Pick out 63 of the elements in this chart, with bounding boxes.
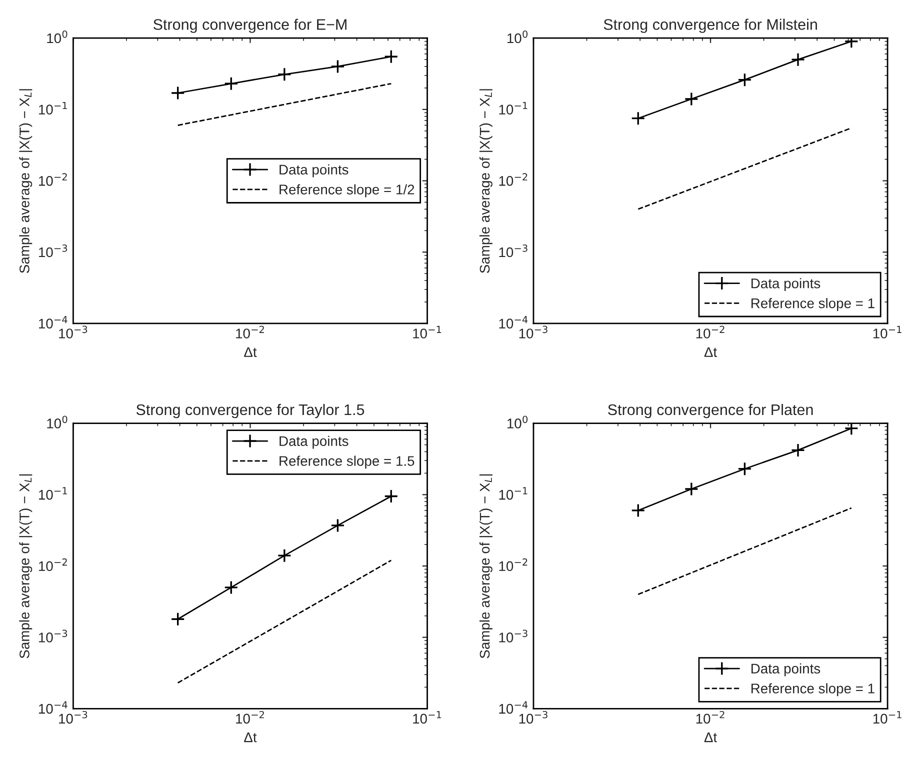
x-axis-title: Δt <box>704 732 717 742</box>
y-tick-label: 10$^{0}$ <box>507 30 528 44</box>
point <box>170 612 185 626</box>
point <box>224 76 238 91</box>
point <box>790 52 806 67</box>
point <box>384 489 398 504</box>
y-tick-label: 10$^{−2}$ <box>499 558 528 572</box>
chart-title: Strong convergence for Platen <box>608 404 813 418</box>
point <box>170 86 185 100</box>
legend-label: Reference slope = 1.5 <box>280 456 414 469</box>
point <box>738 72 752 87</box>
point <box>277 67 292 82</box>
x-tick-label: 10$^{−1}$ <box>413 326 442 338</box>
point <box>684 92 698 106</box>
x-axis-title: Δt <box>244 732 257 742</box>
legend-label: Data points <box>280 436 348 449</box>
point <box>277 548 292 563</box>
y-tick-label: 10$^{−3}$ <box>499 244 528 258</box>
legend-label: Reference slope = 1 <box>752 683 874 696</box>
point <box>330 518 345 533</box>
point <box>790 443 806 458</box>
chart-title: Strong convergence for Milstein <box>604 18 817 33</box>
x-tick-label: 10$^{−1}$ <box>873 711 902 724</box>
legend-label: Data points <box>752 663 820 676</box>
chart-title: Strong convergence for E−M <box>153 18 346 33</box>
y-tick-label: 10$^{−1}$ <box>38 102 67 115</box>
x-tick-label: 10$^{−1}$ <box>413 711 442 724</box>
x-axis-title: Δt <box>704 347 717 357</box>
y-tick-label: 10$^{0}$ <box>47 30 68 44</box>
point <box>384 50 398 64</box>
y-tick-label: 10$^{−1}$ <box>38 487 67 500</box>
y-tick-label: 10$^{0}$ <box>507 416 528 428</box>
y-axis-title: Sample average of |X(T) − X$_{L}$| <box>19 89 32 273</box>
x-axis-title: Δt <box>244 347 257 357</box>
x-tick-label: 10$^{−2}$ <box>236 326 264 338</box>
y-tick-label: 10$^{−3}$ <box>38 244 68 258</box>
legend-label: Data points <box>280 164 348 178</box>
legend-label: Reference slope = 1/2 <box>280 184 414 198</box>
legend-label: Data points <box>752 278 820 292</box>
y-axis-title: Sample average of |X(T) − X$_{L}$| <box>479 474 492 658</box>
x-tick-label: 10$^{−2}$ <box>236 710 264 724</box>
point <box>738 462 752 476</box>
y-tick-label: 10$^{−3}$ <box>499 630 528 642</box>
point <box>224 580 238 595</box>
point <box>330 59 345 74</box>
y-tick-label: 10$^{−2}$ <box>38 173 67 186</box>
point <box>631 503 646 518</box>
y-tick-label: 10$^{−2}$ <box>38 558 67 572</box>
y-tick-label: 10$^{−2}$ <box>499 173 528 186</box>
y-axis-title: Sample average of |X(T) − X$_{L}$| <box>19 474 32 658</box>
point <box>631 111 646 126</box>
point <box>684 482 698 496</box>
x-tick-label: 10$^{−2}$ <box>696 710 724 724</box>
y-tick-label: 10$^{−1}$ <box>499 102 528 115</box>
y-tick-label: 10$^{−1}$ <box>499 487 528 500</box>
y-tick-label: 10$^{−3}$ <box>38 630 68 642</box>
point <box>844 423 858 436</box>
legend-label: Reference slope = 1 <box>752 298 874 311</box>
y-axis-title: Sample average of |X(T) − X$_{L}$| <box>479 89 492 273</box>
x-tick-label: 10$^{−1}$ <box>873 326 902 338</box>
chart-title: Strong convergence for Taylor 1.5 <box>136 404 364 418</box>
x-tick-label: 10$^{−2}$ <box>696 326 724 338</box>
y-tick-label: 10$^{0}$ <box>47 416 68 428</box>
